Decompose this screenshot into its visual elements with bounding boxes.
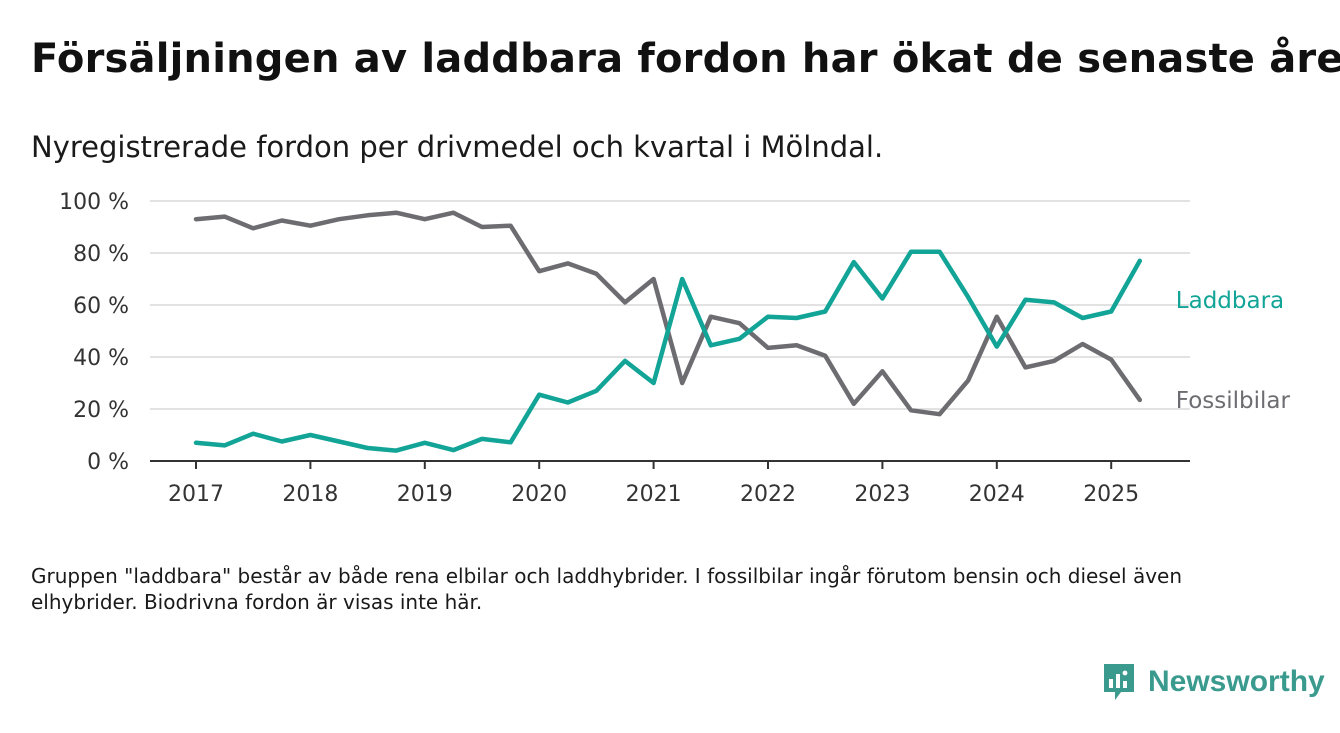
- y-tick-label: 80 %: [73, 242, 129, 267]
- y-tick-label: 0 %: [87, 450, 129, 475]
- x-tick-label: 2020: [511, 482, 567, 507]
- series-label-laddbara: Laddbara: [1176, 288, 1284, 314]
- newsworthy-icon: [1104, 664, 1134, 700]
- x-tick-label: 2025: [1083, 482, 1139, 507]
- x-axis: 2017 2018 2019 2020 2021 2022 2023 2024 2025: [150, 460, 1190, 507]
- series-line-fossilbilar: [193, 210, 1143, 417]
- newsworthy-logo[interactable]: Newsworthy: [1102, 662, 1325, 702]
- series-line-laddbara: [193, 249, 1143, 453]
- x-tick-label: 2023: [854, 482, 910, 507]
- y-tick-label: 60 %: [73, 294, 129, 319]
- y-tick-label: 100 %: [59, 190, 129, 215]
- brand-name: Newsworthy: [1148, 665, 1325, 698]
- y-tick-label: 20 %: [73, 398, 129, 423]
- series-labels: Laddbara Fossilbilar: [1176, 288, 1291, 414]
- gridlines: [150, 200, 1190, 410]
- line-chart: 0 % 20 % 40 % 60 % 80 % 100 % 2017 2018 2019 202…: [59, 190, 1291, 507]
- x-tick-label: 2019: [397, 482, 453, 507]
- x-tick-label: 2018: [282, 482, 338, 507]
- series-label-fossilbilar: Fossilbilar: [1176, 388, 1291, 414]
- chart-subtitle: Nyregistrerade fordon per drivmedel och …: [31, 130, 884, 164]
- chart-title: Försäljningen av laddbara fordon har öka…: [31, 36, 1340, 82]
- y-tick-label: 40 %: [73, 346, 129, 371]
- x-tick-label: 2021: [626, 482, 682, 507]
- x-tick-label: 2024: [969, 482, 1025, 507]
- y-axis: 0 % 20 % 40 % 60 % 80 % 100 %: [59, 190, 129, 475]
- x-tick-label: 2017: [168, 482, 224, 507]
- footnote: Gruppen "laddbara" består av både rena e…: [31, 564, 1183, 614]
- series-lines: [193, 210, 1143, 453]
- x-tick-label: 2022: [740, 482, 796, 507]
